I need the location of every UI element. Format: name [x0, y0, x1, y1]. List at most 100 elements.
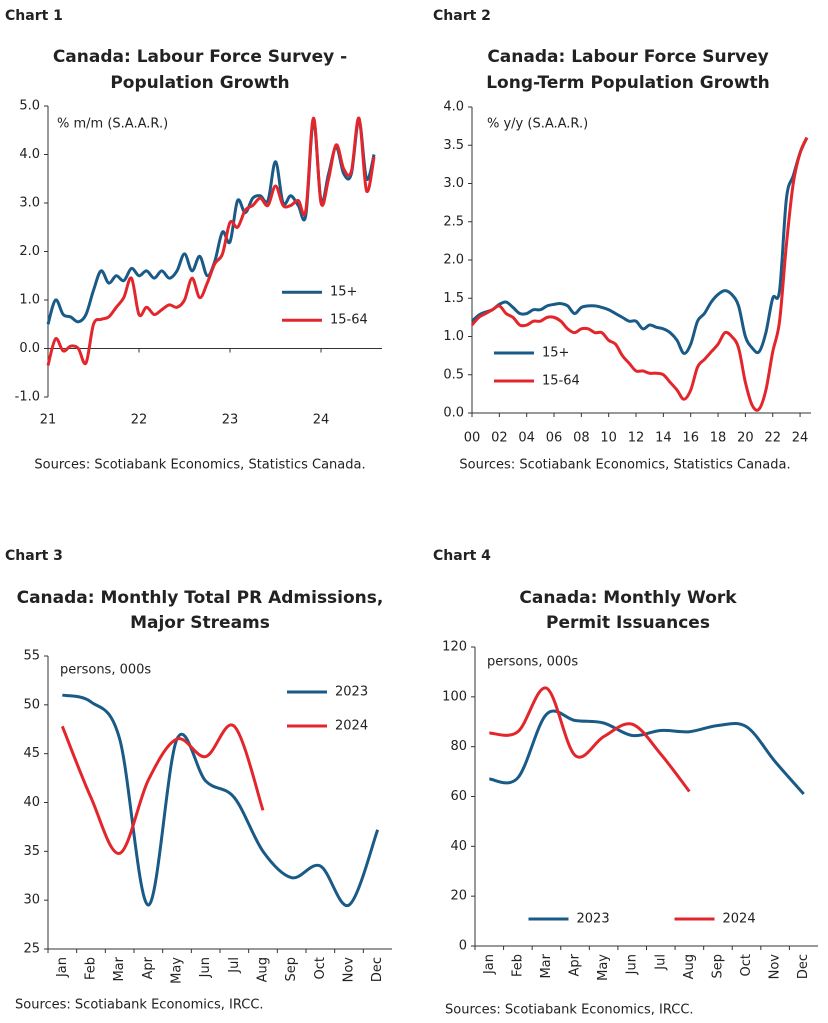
y-tick-label: 0.5	[443, 367, 464, 382]
y-tick-label: 2.0	[443, 253, 464, 268]
x-tick-label: Feb	[84, 957, 99, 980]
x-tick-label: Apr	[141, 956, 156, 979]
legend-label: 2024	[335, 719, 368, 734]
y-tick-label: 100	[442, 689, 467, 704]
x-tick-label: Jan	[482, 954, 497, 975]
y-tick-label: 120	[442, 640, 467, 655]
legend-label: 15-64	[330, 313, 368, 328]
unit-label: persons, 000s	[487, 655, 578, 670]
unit-label: % y/y (S.A.A.R.)	[487, 117, 588, 132]
y-tick-label: 60	[450, 789, 467, 804]
source: Sources: Scotiabank Economics, Statistic…	[34, 458, 365, 473]
x-tick-label: Jul	[653, 954, 668, 971]
x-tick-label: Nov	[768, 954, 783, 980]
x-tick-label: Jan	[55, 957, 70, 978]
x-tick-label: 08	[573, 431, 590, 446]
x-tick-label: 24	[313, 413, 330, 428]
x-tick-label: 04	[518, 431, 535, 446]
series-line	[489, 709, 805, 796]
y-tick-label: 0	[459, 939, 467, 954]
y-tick-label: 3.5	[443, 138, 464, 153]
chart-title: Canada: Labour Force Survey	[487, 47, 768, 67]
x-tick-label: 16	[682, 431, 699, 446]
x-tick-label: 06	[546, 431, 563, 446]
x-tick-label: Aug	[256, 957, 271, 982]
chart-title: Population Growth	[110, 73, 289, 93]
y-tick-label: 4.0	[443, 100, 464, 115]
y-tick-label: -1.0	[15, 390, 40, 405]
legend-label: 15+	[330, 285, 357, 300]
x-tick-label: 22	[131, 413, 148, 428]
x-tick-label: 24	[792, 431, 809, 446]
legend-label: 2023	[335, 685, 368, 700]
legend-label: 2024	[723, 912, 756, 927]
x-tick-label: Dec	[370, 957, 385, 982]
y-tick-label: 40	[450, 839, 467, 854]
x-tick-label: 12	[628, 431, 645, 446]
y-tick-label: 0.0	[443, 406, 464, 421]
series-line	[470, 136, 809, 412]
x-tick-label: May	[170, 957, 185, 984]
series-line	[61, 693, 380, 907]
x-tick-label: 00	[464, 431, 481, 446]
legend-label: 15-64	[542, 374, 580, 389]
x-tick-label: Aug	[682, 954, 697, 979]
y-tick-label: 55	[23, 649, 40, 664]
series-line	[470, 136, 809, 355]
x-tick-label: Apr	[568, 953, 583, 976]
y-tick-label: 50	[23, 697, 40, 712]
x-tick-label: Feb	[510, 954, 525, 977]
y-tick-label: 5.0	[19, 99, 40, 114]
y-tick-label: 1.0	[19, 293, 40, 308]
legend-label: 15+	[542, 346, 569, 361]
series-line	[489, 686, 691, 793]
x-tick-label: Mar	[112, 956, 127, 981]
source: Sources: Scotiabank Economics, IRCC.	[15, 998, 264, 1013]
x-tick-label: Oct	[313, 957, 328, 979]
chart-title: Permit Issuances	[546, 613, 710, 633]
y-tick-label: 2.0	[19, 244, 40, 259]
y-tick-label: 45	[23, 746, 40, 761]
y-tick-label: 20	[450, 889, 467, 904]
legend-label: 2023	[577, 912, 610, 927]
y-tick-label: 2.5	[443, 214, 464, 229]
chart-title: Canada: Labour Force Survey -	[53, 47, 347, 67]
unit-label: % m/m (S.A.A.R.)	[57, 117, 168, 132]
y-tick-label: 1.5	[443, 291, 464, 306]
chart-title: Canada: Monthly Work	[519, 588, 737, 608]
x-tick-label: May	[596, 954, 611, 981]
y-tick-label: 3.0	[443, 176, 464, 191]
y-tick-label: 1.0	[443, 329, 464, 344]
y-tick-label: 40	[23, 795, 40, 810]
chart-title: Major Streams	[130, 613, 270, 633]
x-tick-label: 10	[600, 431, 617, 446]
x-tick-label: Jul	[227, 957, 242, 974]
x-tick-label: Jun	[625, 954, 640, 975]
x-tick-label: 02	[491, 431, 508, 446]
source: Sources: Scotiabank Economics, Statistic…	[459, 458, 790, 473]
y-tick-label: 25	[23, 942, 40, 957]
unit-label: persons, 000s	[60, 663, 151, 678]
x-tick-label: Oct	[739, 954, 754, 976]
x-tick-label: 23	[222, 413, 239, 428]
x-tick-label: 20	[737, 431, 754, 446]
y-tick-label: 4.0	[19, 147, 40, 162]
series-line	[60, 723, 265, 855]
x-tick-label: Sep	[710, 954, 725, 979]
x-tick-label: 14	[655, 431, 672, 446]
x-tick-label: Sep	[284, 957, 299, 982]
series-line	[46, 116, 376, 366]
y-tick-label: 0.0	[19, 341, 40, 356]
x-tick-label: 21	[40, 413, 57, 428]
chart-label: Chart 2	[433, 8, 491, 24]
source: Sources: Scotiabank Economics, IRCC.	[445, 1003, 694, 1018]
chart-label: Chart 3	[5, 548, 63, 564]
series-line	[46, 119, 376, 325]
y-tick-label: 80	[450, 739, 467, 754]
x-tick-label: Jun	[198, 957, 213, 978]
y-tick-label: 3.0	[19, 196, 40, 211]
chart-title: Canada: Monthly Total PR Admissions,	[17, 588, 384, 608]
y-tick-label: 35	[23, 844, 40, 859]
